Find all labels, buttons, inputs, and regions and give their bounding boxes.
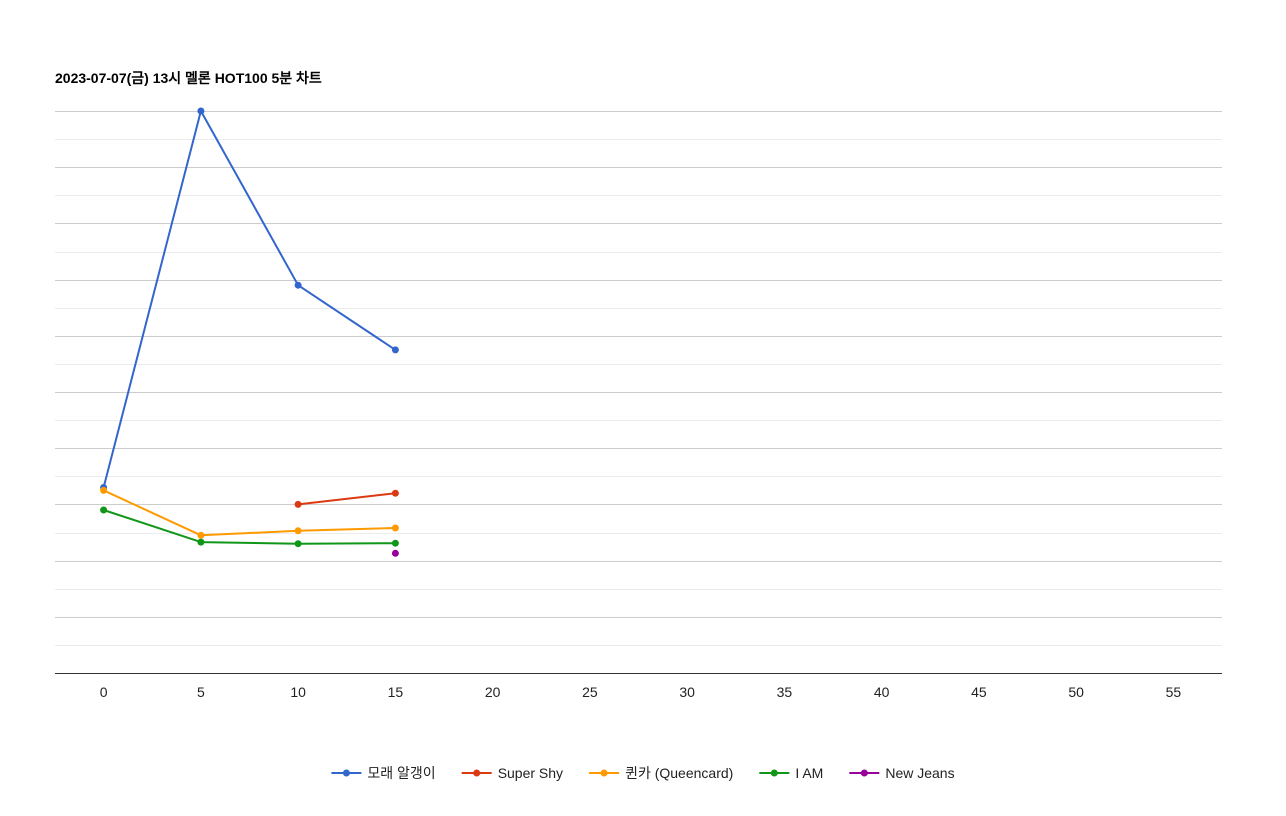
legend-label: I AM [795,765,823,781]
legend-label: 모래 알갱이 [367,765,435,781]
data-point[interactable] [391,346,399,354]
legend-label: New Jeans [885,765,954,781]
x-tick-label: 45 [971,684,987,700]
x-tick-label: 30 [679,684,695,700]
legend-swatch-dot [600,769,608,777]
data-point[interactable] [294,281,302,289]
data-point[interactable] [391,539,399,547]
data-point[interactable] [100,506,108,514]
x-tick-label: 50 [1068,684,1084,700]
series-line [297,492,396,506]
x-tick-label: 15 [388,684,404,700]
series-group [100,107,399,491]
data-point[interactable] [197,107,205,115]
data-point[interactable] [391,489,399,497]
data-point[interactable] [391,524,399,532]
data-point[interactable] [294,500,302,508]
legend: 모래 알갱이 Super Shy 퀸카 (Queencard) I AM New Jea… [331,765,955,781]
series-group [100,486,399,539]
x-tick-label: 10 [290,684,306,700]
series-group [294,489,399,508]
x-axis: 0 5 10 15 20 25 30 35 40 45 50 55 [55,673,1222,700]
x-tick-label: 40 [874,684,890,700]
x-tick-label: 25 [582,684,598,700]
legend-label: Super Shy [498,765,563,781]
data-point[interactable] [391,549,399,557]
data-point[interactable] [197,531,205,539]
x-tick-label: 35 [777,684,793,700]
data-point[interactable] [294,540,302,548]
series-group [100,506,399,548]
legend-swatch-dot [770,769,778,777]
gridlines [55,111,1222,646]
legend-label: 퀸카 (Queencard) [625,765,733,781]
x-tick-label: 55 [1166,684,1182,700]
legend-item[interactable]: 모래 알갱이 [331,765,436,781]
series-line [102,110,396,488]
x-tick-label: 5 [197,684,205,700]
series-lines [100,107,399,557]
legend-swatch-dot [342,769,350,777]
data-point[interactable] [197,538,205,546]
legend-item[interactable]: Super Shy [461,765,563,781]
data-point[interactable] [100,486,108,494]
x-tick-label: 0 [100,684,108,700]
chart-title: 2023-07-07(금) 13시 멜론 HOT100 5분 차트 [55,70,322,86]
legend-item[interactable]: New Jeans [849,765,955,781]
legend-item[interactable]: I AM [759,765,823,781]
legend-swatch-dot [860,769,868,777]
legend-item[interactable]: 퀸카 (Queencard) [589,765,733,781]
series-group [391,549,399,557]
legend-swatch-dot [473,769,481,777]
series-line [103,489,396,537]
data-point[interactable] [294,527,302,535]
series-line [103,509,396,545]
x-tick-label: 20 [485,684,501,700]
